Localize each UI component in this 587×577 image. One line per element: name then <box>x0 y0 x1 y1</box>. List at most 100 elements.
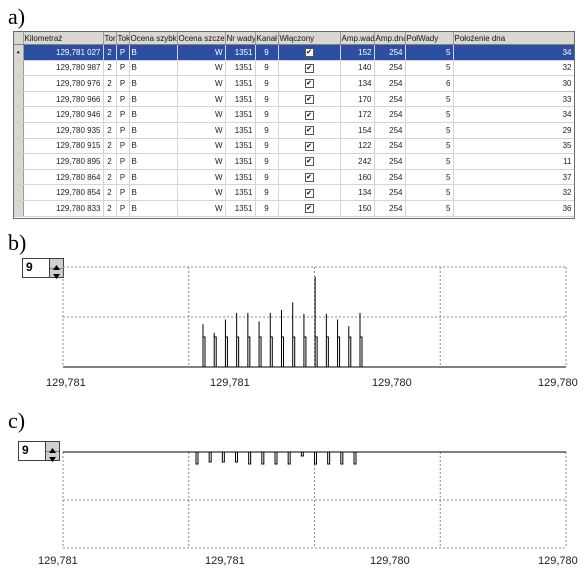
table-cell: 9 <box>255 60 279 77</box>
table-row[interactable]: • 129,781 027 2 P B W 1351 9 ✔ 152 254 5 34 <box>14 44 574 61</box>
column-header[interactable]: Amp.dna <box>374 32 406 45</box>
enabled-checkbox[interactable]: ✔ <box>304 157 314 167</box>
column-header[interactable]: Tok <box>116 32 130 45</box>
table-cell: 5 <box>405 91 454 108</box>
enabled-checkbox[interactable]: ✔ <box>304 141 314 151</box>
table-cell: 1351 <box>225 75 256 92</box>
table-cell: 5 <box>405 184 454 201</box>
table-row[interactable]: 129,780 976 2 P B W 1351 9 ✔ 134 254 6 30 <box>14 75 574 92</box>
table-cell: 5 <box>405 122 454 139</box>
column-header[interactable]: Ocena szybki <box>129 32 178 45</box>
column-header[interactable]: Położenie dna <box>453 32 574 45</box>
enabled-checkbox-cell: ✔ <box>278 60 341 77</box>
column-header[interactable]: Amp.wady <box>340 32 375 45</box>
signal-bar <box>340 452 344 465</box>
row-indicator[interactable] <box>14 200 24 217</box>
signal-bar <box>274 452 278 465</box>
table-cell: 1351 <box>225 60 256 77</box>
table-cell: 2 <box>103 153 117 170</box>
triangle-down-icon <box>53 274 60 279</box>
x-tick-label: 129,780 <box>538 555 578 567</box>
table-cell: 1351 <box>225 106 256 123</box>
table-cell: 170 <box>340 91 375 108</box>
table-cell: 2 <box>103 200 117 217</box>
table-cell: 129,780 833 <box>23 200 104 217</box>
table-cell: 2 <box>103 75 117 92</box>
table-cell: 2 <box>103 184 117 201</box>
signal-bar <box>281 310 284 367</box>
table-cell: 9 <box>255 184 279 201</box>
signal-bar <box>247 312 251 367</box>
enabled-checkbox[interactable]: ✔ <box>304 110 314 120</box>
enabled-checkbox[interactable]: ✔ <box>304 173 314 183</box>
table-cell: 2 <box>103 60 117 77</box>
enabled-checkbox-cell: ✔ <box>278 75 341 92</box>
row-indicator[interactable] <box>14 169 24 186</box>
spin-down-button[interactable] <box>46 451 59 462</box>
channel-spinner-b[interactable]: 9 <box>22 258 64 279</box>
table-cell: 242 <box>340 153 375 170</box>
table-cell: B <box>129 184 178 201</box>
spin-up-button[interactable] <box>46 442 59 453</box>
enabled-checkbox[interactable]: ✔ <box>304 63 314 73</box>
column-header[interactable]: Tor <box>103 32 117 45</box>
table-cell: W <box>177 153 226 170</box>
enabled-checkbox[interactable]: ✔ <box>304 126 314 136</box>
row-indicator[interactable] <box>14 184 24 201</box>
table-row[interactable]: 129,780 987 2 P B W 1351 9 ✔ 140 254 5 32 <box>14 60 574 77</box>
signal-bar <box>258 321 262 367</box>
table-cell: 152 <box>340 44 375 61</box>
table-row[interactable]: 129,780 915 2 P B W 1351 9 ✔ 122 254 5 35 <box>14 138 574 155</box>
table-cell: B <box>129 200 178 217</box>
x-tick-label: 129,781 <box>205 555 245 567</box>
channel-spinner-c[interactable]: 9 <box>18 441 60 462</box>
table-cell: W <box>177 200 226 217</box>
table-cell: P <box>116 75 130 92</box>
table-cell: 1351 <box>225 44 256 61</box>
table-cell: P <box>116 184 130 201</box>
enabled-checkbox-cell: ✔ <box>278 44 341 61</box>
table-row[interactable]: 129,780 895 2 P B W 1351 9 ✔ 242 254 5 11 <box>14 153 574 170</box>
column-header[interactable]: Ocena szczeg. <box>177 32 226 45</box>
table-cell: 172 <box>340 106 375 123</box>
table-row[interactable]: 129,780 854 2 P B W 1351 9 ✔ 134 254 5 32 <box>14 184 574 201</box>
column-header[interactable]: Kilometraż <box>23 32 104 45</box>
column-header[interactable]: PołWady <box>405 32 454 45</box>
row-indicator[interactable] <box>14 106 24 123</box>
table-cell: 1351 <box>225 153 256 170</box>
enabled-checkbox[interactable]: ✔ <box>304 188 314 198</box>
enabled-checkbox[interactable]: ✔ <box>304 79 314 89</box>
table-cell: 6 <box>405 75 454 92</box>
spin-up-button[interactable] <box>50 259 63 270</box>
table-row[interactable]: 129,780 833 2 P B W 1351 9 ✔ 150 254 5 36 <box>14 200 574 217</box>
table-row[interactable]: 129,780 864 2 P B W 1351 9 ✔ 160 254 5 37 <box>14 169 574 186</box>
column-header[interactable]: Włączony <box>278 32 341 45</box>
spin-down-button[interactable] <box>50 268 63 279</box>
column-header[interactable]: Nr wady <box>225 32 256 45</box>
enabled-checkbox[interactable]: ✔ <box>304 48 314 58</box>
row-indicator[interactable] <box>14 60 24 77</box>
row-indicator[interactable]: • <box>14 44 24 61</box>
table-cell: 160 <box>340 169 375 186</box>
table-cell: 254 <box>374 200 406 217</box>
x-tick-label: 129,781 <box>38 555 78 567</box>
table-cell: 9 <box>255 200 279 217</box>
table-row[interactable]: 129,780 946 2 P B W 1351 9 ✔ 172 254 5 34 <box>14 106 574 123</box>
table-cell: B <box>129 44 178 61</box>
table-cell: P <box>116 91 130 108</box>
row-indicator[interactable] <box>14 153 24 170</box>
signal-bar <box>353 452 357 465</box>
signal-bar <box>269 312 273 367</box>
column-header[interactable]: Kanał <box>255 32 279 45</box>
enabled-checkbox[interactable]: ✔ <box>304 204 314 214</box>
table-row[interactable]: 129,780 966 2 P B W 1351 9 ✔ 170 254 5 33 <box>14 91 574 108</box>
table-row[interactable]: 129,780 935 2 P B W 1351 9 ✔ 154 254 5 29 <box>14 122 574 139</box>
row-indicator[interactable] <box>14 91 24 108</box>
enabled-checkbox[interactable]: ✔ <box>304 95 314 105</box>
signal-bar <box>213 332 217 367</box>
row-indicator[interactable] <box>14 138 24 155</box>
row-indicator[interactable] <box>14 75 24 92</box>
row-indicator[interactable] <box>14 122 24 139</box>
